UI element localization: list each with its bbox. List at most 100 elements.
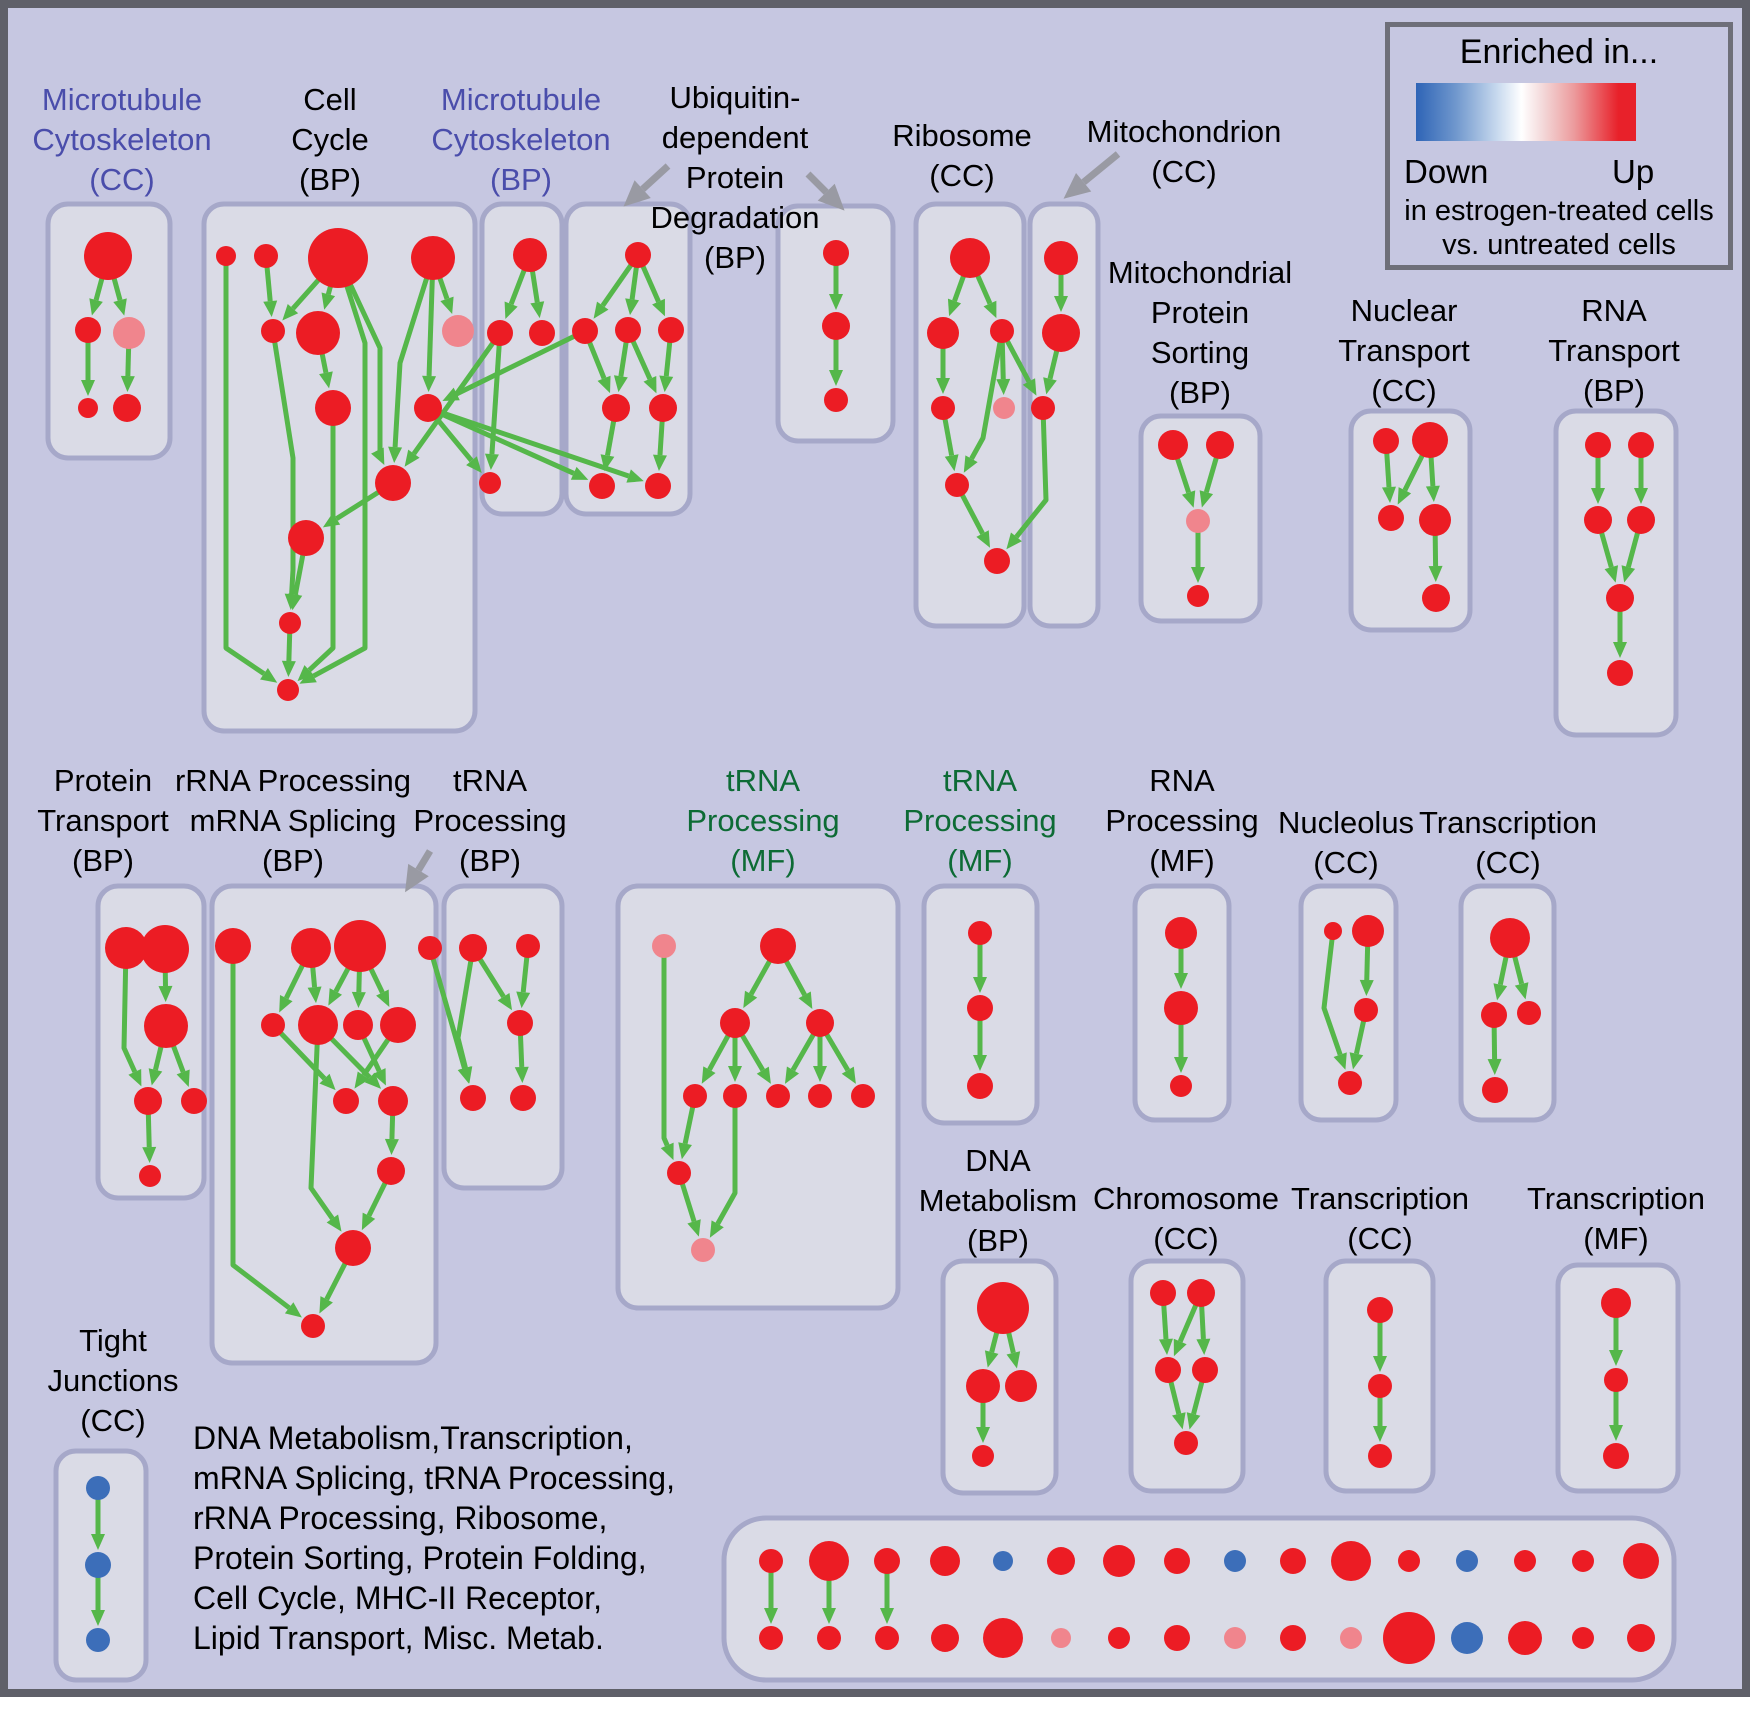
go-term-node [1164, 1625, 1190, 1651]
label-line: dependent [661, 120, 809, 155]
label-line: Transcription [1418, 805, 1598, 840]
arrowhead-icon [623, 180, 651, 207]
edge [270, 330, 296, 595]
legend: Enriched in... Down Up in estrogen-treat… [1385, 22, 1733, 270]
go-term-node [1044, 241, 1078, 275]
label-line: (CC) [1151, 154, 1217, 189]
label-line: (BP) [1582, 373, 1645, 408]
arrowhead-icon [678, 1142, 692, 1160]
arrowhead-icon [282, 303, 299, 321]
go-term-node [1572, 1550, 1594, 1572]
arrowhead-icon [570, 466, 589, 480]
arrowhead-icon [613, 375, 628, 393]
label-line: Tight [79, 1323, 147, 1358]
label-line: (BP) [1169, 375, 1231, 410]
arrowhead-icon [148, 1068, 163, 1086]
arrowhead-icon [1609, 1425, 1623, 1441]
label-line: tRNA [942, 763, 1018, 798]
arrowhead-icon [829, 370, 843, 386]
arrowhead-icon [1373, 1426, 1387, 1442]
label-rrna-mrna-bp: rRNA Processing mRNA Splicing (BP) [175, 761, 411, 881]
label-line: Processing [1105, 803, 1259, 838]
edge [392, 257, 436, 448]
go-term-node [984, 548, 1010, 574]
arrowhead-icon [371, 447, 385, 465]
label-line: Transport [1338, 333, 1470, 368]
arrowhead-icon [660, 1142, 674, 1161]
label-protein-transport: Protein Transport (BP) [37, 761, 169, 881]
arrowhead-icon [1634, 488, 1648, 504]
go-term-node [298, 1005, 338, 1045]
label-nuclear-transport: Nuclear Transport (CC) [1338, 291, 1470, 411]
arrowhead-icon [326, 1214, 342, 1232]
label-line: tRNA [725, 763, 801, 798]
go-term-node [822, 312, 850, 340]
go-term-node [254, 244, 278, 268]
trna-bp-box [441, 883, 565, 1191]
label-line: (CC) [1313, 845, 1379, 880]
go-term-node [1606, 584, 1634, 612]
arrowhead-icon [1359, 979, 1374, 997]
arrowhead-icon [687, 1219, 701, 1237]
arrowhead-icon [388, 446, 403, 464]
rrna-mrna-bp-box [209, 883, 439, 1366]
go-term-node [723, 1084, 747, 1108]
go-term-node [261, 1013, 285, 1037]
go-term-node [510, 1085, 536, 1111]
arrowhead-icon [288, 593, 303, 611]
label-line: Nucleolus [1277, 805, 1415, 840]
go-term-node [84, 232, 132, 280]
label-line: Protein [1150, 295, 1250, 330]
label-line: Microtubule [41, 82, 203, 117]
label-line: (BP) [298, 162, 361, 197]
go-term-node [1373, 428, 1399, 454]
label-line: (CC) [1371, 373, 1437, 408]
label-line: Cytoskeleton [32, 122, 212, 157]
legend-title: Enriched in... [1459, 33, 1659, 71]
go-term-node [658, 317, 684, 343]
go-term-node [760, 928, 796, 964]
go-term-node [1601, 1288, 1631, 1318]
label-line: Ubiquitin- [669, 80, 801, 115]
go-term-node [513, 238, 547, 272]
arrowhead-icon [297, 665, 314, 682]
label-line: Cycle [291, 122, 369, 157]
go-term-node [105, 927, 147, 969]
arrowhead-icon [384, 1138, 399, 1156]
arrowhead-icon [709, 1220, 724, 1238]
go-term-node [875, 1626, 899, 1650]
go-term-node [1224, 1627, 1246, 1649]
edge [1014, 407, 1049, 539]
go-term-node [1174, 1431, 1198, 1455]
label-line: (MF) [730, 843, 796, 878]
label-transcription-cc-b: Transcription (CC) [1291, 1179, 1469, 1259]
arrowhead-icon [176, 1069, 190, 1087]
arrowhead-icon [376, 989, 390, 1007]
misc-text-line: rRNA Processing, Ribosome, [193, 1500, 608, 1536]
label-line: Transcription [1526, 1181, 1706, 1216]
label-line: Mitochondrial [1107, 255, 1293, 290]
label-rna-transport: RNA Transport (BP) [1548, 291, 1680, 411]
go-term-node [931, 1624, 959, 1652]
arrowhead-icon [364, 1072, 382, 1089]
go-term-node [759, 1626, 783, 1650]
arrowhead-icon [1382, 486, 1396, 504]
label-line: RNA [1149, 763, 1215, 798]
go-term-node [1456, 1550, 1478, 1572]
go-term-node [1368, 1444, 1392, 1468]
go-term-node [1108, 1627, 1130, 1649]
go-term-node [759, 1549, 783, 1573]
arrowhead-icon [440, 296, 454, 314]
arrowhead-icon [817, 183, 845, 211]
arrowhead-icon [643, 375, 657, 394]
arrowhead-icon [593, 301, 609, 319]
label-line: Microtubule [440, 82, 602, 117]
arrowhead-icon [1397, 487, 1412, 505]
go-term-node [291, 928, 331, 968]
label-transcription-cc-a: Transcription (CC) [1419, 803, 1597, 883]
go-term-node [1451, 1622, 1483, 1654]
dna-metabolism-box [940, 1258, 1059, 1496]
go-term-node [667, 1161, 691, 1185]
label-line: (MF) [1583, 1221, 1649, 1256]
go-term-node [967, 1073, 993, 1099]
